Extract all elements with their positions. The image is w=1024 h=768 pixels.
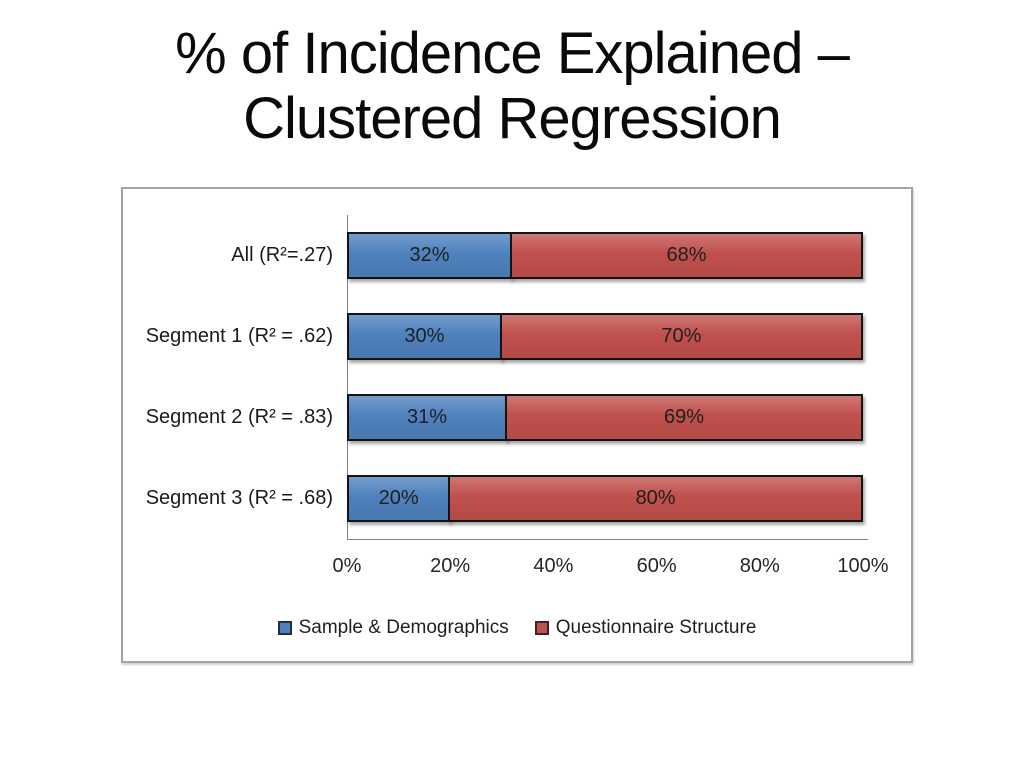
bar-segment: 68%: [510, 232, 863, 279]
legend: Sample & Demographics Questionnaire Struc…: [123, 617, 911, 639]
bar-segment: 69%: [504, 394, 863, 441]
bar-value-label: 80%: [635, 487, 676, 509]
bar-value-label: 69%: [663, 406, 704, 428]
x-axis-line: [347, 539, 868, 540]
y-axis-line: [347, 215, 348, 540]
slide-title: % of Incidence Explained – Clustered Reg…: [175, 21, 850, 151]
x-tick-label: 40%: [533, 555, 574, 577]
legend-label: Sample & Demographics: [298, 617, 509, 638]
category-label: Segment 3 (R² = .68): [145, 487, 333, 509]
bar-value-label: 68%: [666, 244, 707, 266]
legend-swatch: [534, 621, 549, 635]
bar-segment: 70%: [499, 313, 863, 360]
chart-frame: All (R²=.27) 32% 68% Segment 1 (R² = .62) 30…: [121, 187, 913, 663]
legend-label: Questionnaire Structure: [555, 617, 757, 638]
bar-value-label: 32%: [409, 244, 450, 266]
bar-segment: 20%: [347, 475, 451, 522]
category-label: All (R²=.27): [231, 244, 333, 266]
bar-value-label: 20%: [378, 487, 419, 509]
x-tick-label: 100%: [837, 555, 889, 577]
bar-value-label: 31%: [406, 406, 447, 428]
category-label: Segment 1 (R² = .62): [145, 325, 333, 347]
x-tick-label: 20%: [430, 555, 471, 577]
legend-swatch: [277, 621, 292, 635]
legend-item: Sample & Demographics: [277, 617, 509, 639]
bar-segment: 31%: [347, 394, 507, 441]
bar-value-label: 70%: [661, 325, 702, 347]
x-tick-label: 80%: [739, 555, 780, 577]
bar-segment: 80%: [448, 475, 863, 522]
bar-value-label: 30%: [404, 325, 445, 347]
category-label: Segment 2 (R² = .83): [145, 406, 333, 428]
x-tick-label: 0%: [332, 555, 362, 577]
x-tick-label: 60%: [636, 555, 677, 577]
bar-segment: 30%: [347, 313, 502, 360]
bar-segment: 32%: [347, 232, 513, 279]
legend-item: Questionnaire Structure: [534, 617, 757, 639]
